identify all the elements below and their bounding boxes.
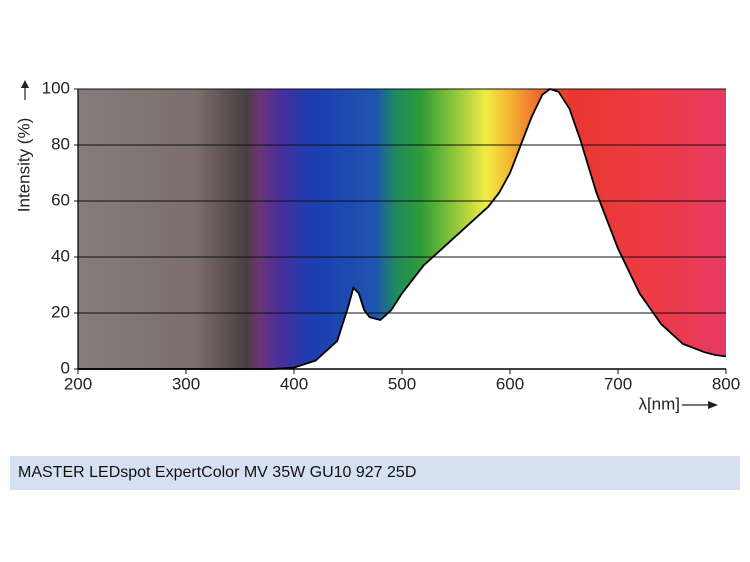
x-tick-label: 700 [604, 374, 632, 393]
x-tick-label: 400 [280, 374, 308, 393]
y-tick-label: 80 [51, 134, 70, 153]
y-tick-label: 60 [51, 190, 70, 209]
spectrum-curve [78, 88, 727, 370]
x-axis-label: λ[nm] [638, 394, 680, 413]
x-axis-arrowhead [708, 401, 718, 409]
x-tick-label: 500 [388, 374, 416, 393]
y-axis-arrowhead [21, 80, 29, 88]
area-fill [78, 89, 726, 369]
x-tick-label: 300 [172, 374, 200, 393]
caption: MASTER LEDspot ExpertColor MV 35W GU10 9… [10, 456, 740, 490]
chart: Intensity (%) λ[nm] 0 20 40 60 80 100 200 300 40… [14, 78, 740, 413]
y-tick-label: 20 [51, 302, 70, 321]
y-axis-label: Intensity (%) [14, 118, 33, 212]
x-tick-label: 800 [712, 374, 740, 393]
y-tick-label: 100 [42, 78, 70, 97]
y-tick-label: 40 [51, 246, 70, 265]
x-tick-label: 600 [496, 374, 524, 393]
x-tick-label: 200 [64, 374, 92, 393]
y-tick-label: 0 [61, 358, 70, 377]
